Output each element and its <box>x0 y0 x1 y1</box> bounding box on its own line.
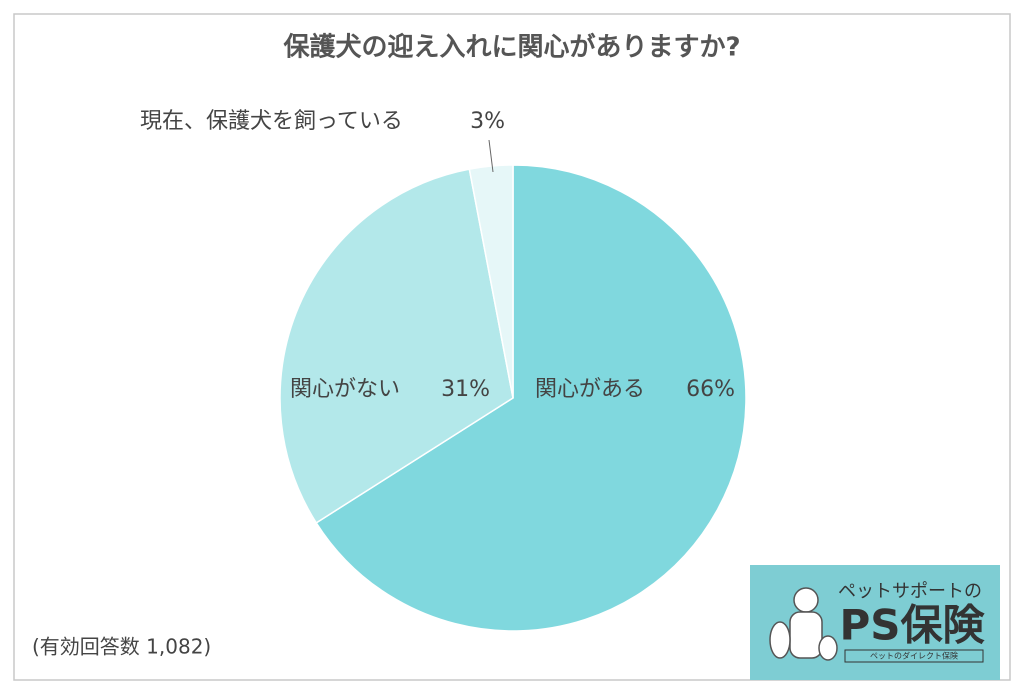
pie-slice <box>279 168 514 524</box>
logo-icon <box>793 587 819 613</box>
logo-subtitle-box <box>844 649 984 663</box>
pie-slice <box>315 164 747 632</box>
annotation: (有効回答数 1,082) <box>32 635 211 659</box>
pie-slice <box>468 164 514 399</box>
value-label: 66% <box>686 377 735 402</box>
slice-label: 現在、保護犬を飼っている <box>140 109 403 134</box>
chart-title: 保護犬の迎え入れに関心がありますか? <box>282 32 740 63</box>
logo-icon <box>818 635 838 661</box>
logo-subtitle: ペットのダイレクト保険 <box>870 651 958 661</box>
leader-line <box>488 139 494 173</box>
logo-name: PS保険 <box>839 601 985 650</box>
logo-icon <box>789 611 823 659</box>
logo-icon <box>769 621 791 659</box>
value-label: 31% <box>441 377 490 402</box>
logo-tagline: ペットサポートの <box>838 581 982 602</box>
slice-label: 関心がない <box>290 377 400 402</box>
logo: ペットサポートの PS保険 ペットのダイレクト保険 <box>750 565 1000 680</box>
slice-label: 関心がある <box>535 377 645 402</box>
value-label: 3% <box>470 109 505 134</box>
